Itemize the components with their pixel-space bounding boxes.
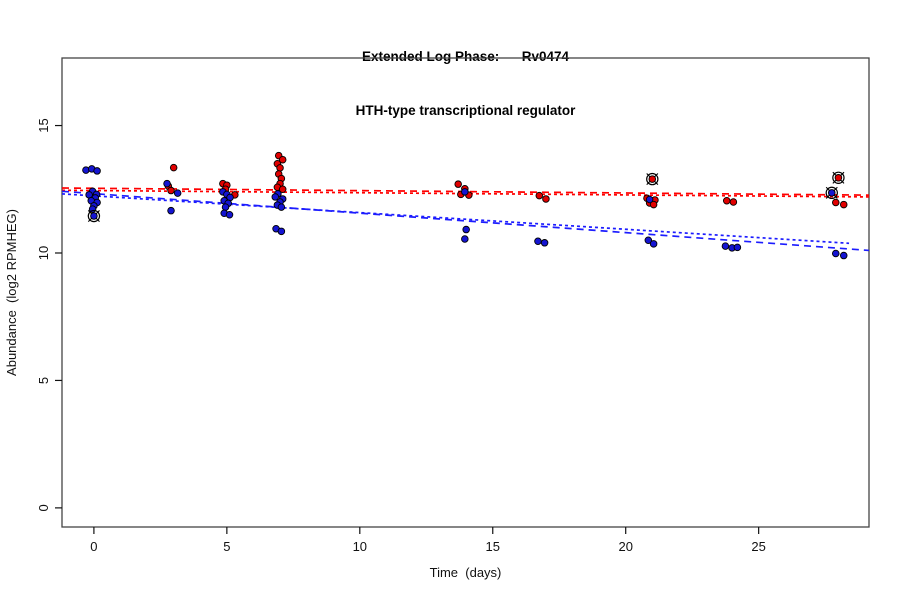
data-point-blue [93,167,101,175]
x-axis-tick-label: 20 [618,539,632,554]
data-point-blue [163,179,171,188]
data-point-red [722,196,731,205]
data-point-blue [644,236,653,244]
data-point-blue [221,203,230,211]
trend-line-blue-dashed [61,190,870,252]
data-point-blue [649,240,658,248]
x-axis-tick-label: 0 [90,539,97,554]
flag-circle [825,186,838,200]
flag-circle [646,172,659,186]
x-axis-tick-label: 15 [486,539,500,554]
flag-circle [87,209,101,223]
y-axis-tick-label: 10 [36,246,51,260]
data-point-blue [277,227,286,236]
data-point-blue [225,211,234,219]
data-point-blue [167,206,175,215]
y-axis-label: Abundance (log2 RPMHEG) [4,209,19,376]
title-block: Extended Log Phase: Rv0474 HTH-type tran… [62,12,869,156]
flagged-data-point-red [834,174,843,182]
x-axis-tick-label: 25 [751,539,765,554]
data-point-red [839,200,848,209]
flagged-data-point-red [648,175,657,183]
flagged-data-point-blue [90,212,98,220]
y-axis-tick-label: 5 [36,377,51,384]
data-point-blue [721,242,730,250]
data-point-blue [832,249,840,258]
data-point-red [729,198,738,206]
y-axis-tick-label: 0 [36,504,51,511]
data-point-red [649,200,658,209]
data-point-red [278,155,287,164]
data-point-blue [461,188,469,196]
data-point-blue [462,225,470,234]
x-axis-tick-label: 10 [353,539,367,554]
flagged-data-point-blue [828,189,836,197]
chart-subtitle: HTH-type transcriptional regulator [355,103,576,118]
chart-title: Extended Log Phase: Rv0474 [361,49,570,64]
data-point-red [542,195,550,203]
data-point-red [169,163,178,172]
data-point-red [167,186,175,195]
data-point-blue [540,239,549,247]
data-point-blue [534,237,542,246]
data-point-red [276,164,284,172]
x-axis-label: Time (days) [430,565,502,580]
flag-circle [832,171,845,184]
y-axis-tick-label: 15 [36,118,51,132]
data-point-red [454,180,462,188]
data-point-blue [277,203,286,211]
data-point-blue [461,235,469,243]
data-point-blue [173,189,182,197]
trend-line-red-dashed [61,187,870,196]
plot-box [61,57,870,528]
x-axis-tick-label: 5 [223,539,230,554]
data-point-blue [645,195,654,204]
data-point-blue [733,243,742,252]
data-point-blue [839,251,848,260]
data-point-red [832,198,840,207]
data-point-red [535,191,544,200]
data-point-blue [271,193,280,201]
data-point-red [278,185,287,194]
